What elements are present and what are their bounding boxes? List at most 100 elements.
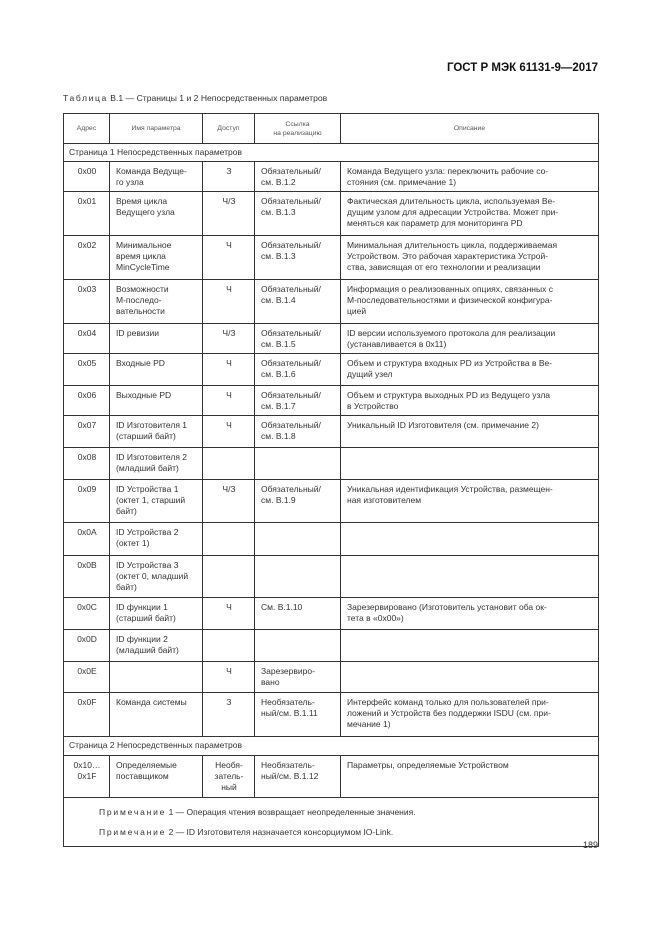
name-cell: ID ревизии: [109, 323, 203, 354]
address-cell: 0x04: [63, 323, 110, 354]
access-cell: Ч/З: [202, 479, 255, 523]
description-cell: [340, 522, 599, 556]
name-cell: Определяемые поставщиком: [109, 755, 203, 798]
reference-cell: Обязательный/ см. В.1.4: [254, 279, 341, 324]
section-row: Страница 1 Непосредственных параметров: [63, 143, 599, 162]
name-cell: Возможности M-последо- вательности: [109, 279, 203, 324]
table-row: 0x0E Ч Зарезервиро- вано: [63, 661, 599, 693]
description-cell: [340, 629, 599, 662]
column-header: Описание: [340, 113, 599, 144]
reference-cell: См. В.1.10: [254, 597, 341, 630]
reference-cell: Обязательный/ см. В.1.5: [254, 323, 341, 354]
address-cell: 0x0C: [63, 597, 110, 630]
description-cell: Уникальный ID Изготовителя (см. примечан…: [340, 415, 599, 448]
table-row: 0x04 ID ревизии Ч/З Обязательный/ см. В.1.5…: [63, 323, 599, 354]
reference-cell: Зарезервиро- вано: [254, 661, 341, 693]
address-cell: 0x01: [63, 191, 110, 236]
access-cell: Ч/З: [202, 323, 255, 354]
description-cell: Информация о реализованных опциях, связа…: [340, 279, 599, 324]
document-header: ГОСТ Р МЭК 61131-9—2017: [446, 62, 598, 74]
table-row: 0x01 Время цикла Ведущего узла Ч/З Обязател…: [63, 191, 599, 236]
table-row: 0x05 Входные PD Ч Обязательный/ см. В.1.6 Об…: [63, 353, 599, 386]
table-row: 0x00 Команда Ведуще- го узла З Обязательный…: [63, 161, 599, 192]
name-cell: Входные PD: [109, 353, 203, 386]
note-label: Примечание: [99, 827, 167, 837]
address-cell: 0x08: [63, 447, 110, 480]
name-cell: Выходные PD: [109, 385, 203, 416]
name-cell: ID Устройства 3 (октет 0, младший байт): [109, 555, 203, 598]
reference-cell: Необязатель- ный/см. В.1.12: [254, 755, 341, 798]
description-cell: Объем и структура выходных PD из Ведущег…: [340, 385, 599, 416]
name-cell: [109, 661, 203, 693]
name-cell: ID Изготовителя 1 (старший байт): [109, 415, 203, 448]
access-cell: Ч: [202, 597, 255, 630]
access-cell: З: [202, 692, 255, 737]
description-cell: Уникальная идентификация Устройства, раз…: [340, 479, 599, 523]
caption-text: В.1 — Страницы 1 и 2 Непосредственных па…: [110, 93, 328, 103]
section-row: Страница 2 Непосредственных параметров: [63, 736, 599, 756]
table-row: 0x03 Возможности M-последо- вательности Ч О…: [63, 279, 599, 324]
reference-cell: [254, 629, 341, 662]
reference-cell: [254, 447, 341, 480]
address-cell: 0x0E: [63, 661, 110, 693]
access-cell: [202, 555, 255, 598]
name-cell: ID функции 2 (младший байт): [109, 629, 203, 662]
address-cell: 0x05: [63, 353, 110, 386]
description-cell: Команда Ведущего узла: переключить рабоч…: [340, 161, 599, 192]
name-cell: Команда системы: [109, 692, 203, 737]
section-title: Страница 2 Непосредственных параметров: [63, 736, 599, 756]
table-row: 0x08 ID Изготовителя 2 (младший байт): [63, 447, 599, 480]
description-cell: Фактическая длительность цикла, использу…: [340, 191, 599, 236]
description-cell: [340, 555, 599, 598]
note-text: 1 — Операция чтения возвращает неопредел…: [166, 807, 416, 817]
table-row: 0x10… 0x1F Определяемые поставщиком Необя-…: [63, 755, 599, 798]
name-cell: ID Устройства 2 (октет 1): [109, 522, 203, 556]
note: Примечание 1 — Операция чтения возвращае…: [99, 802, 593, 822]
address-cell: 0x06: [63, 385, 110, 416]
reference-cell: Обязательный/ см. В.1.7: [254, 385, 341, 416]
address-cell: 0x0D: [63, 629, 110, 662]
column-header: Адрес: [63, 113, 110, 144]
parameters-table: Адрес Имя параметра Доступ Ссылка на реа…: [63, 113, 599, 847]
reference-cell: Необязатель- ный/см. В.1.11: [254, 692, 341, 737]
notes-row: Примечание 1 — Операция чтения возвращае…: [63, 797, 599, 847]
access-cell: Ч: [202, 385, 255, 416]
reference-cell: Обязательный/ см. В.1.3: [254, 235, 341, 280]
description-cell: Интерфейс команд только для пользователе…: [340, 692, 599, 737]
caption-label: Таблица: [63, 93, 108, 103]
column-header: Ссылка на реализацию: [254, 113, 341, 144]
access-cell: Ч: [202, 235, 255, 280]
table-caption: Таблица В.1 — Страницы 1 и 2 Непосредств…: [63, 93, 327, 103]
access-cell: Ч: [202, 661, 255, 693]
table-row: 0x07 ID Изготовителя 1 (старший байт) Ч Обя…: [63, 415, 599, 448]
table-row: 0x0D ID функции 2 (младший байт): [63, 629, 599, 662]
description-cell: Параметры, определяемые Устройством: [340, 755, 599, 798]
description-cell: Зарезервировано (Изготовитель установит …: [340, 597, 599, 630]
name-cell: ID Изготовителя 2 (младший байт): [109, 447, 203, 480]
access-cell: Необя- затель- ный: [202, 755, 255, 798]
address-cell: 0x09: [63, 479, 110, 523]
description-cell: Минимальная длительность цикла, поддержи…: [340, 235, 599, 280]
address-cell: 0x0B: [63, 555, 110, 598]
note-label: Примечание: [99, 807, 167, 817]
name-cell: ID Устройства 1 (октет 1, старший байт): [109, 479, 203, 523]
access-cell: Ч: [202, 279, 255, 324]
address-cell: 0x00: [63, 161, 110, 192]
table-row: 0x0C ID функции 1 (старший байт) Ч См. В.1.…: [63, 597, 599, 630]
address-cell: 0x03: [63, 279, 110, 324]
access-cell: Ч/З: [202, 191, 255, 236]
description-cell: [340, 661, 599, 693]
description-cell: Объем и структура входных PD из Устройст…: [340, 353, 599, 386]
access-cell: [202, 629, 255, 662]
table-row: 0x02 Минимальное время цикла MinCycleTime…: [63, 235, 599, 280]
table-row: 0x09 ID Устройства 1 (октет 1, старший ба…: [63, 479, 599, 523]
address-cell: 0x10… 0x1F: [63, 755, 110, 798]
name-cell: Минимальное время цикла MinCycleTime: [109, 235, 203, 280]
column-header: Доступ: [202, 113, 255, 144]
name-cell: Время цикла Ведущего узла: [109, 191, 203, 236]
access-cell: Ч: [202, 415, 255, 448]
reference-cell: Обязательный/ см. В.1.3: [254, 191, 341, 236]
table-row: 0x0F Команда системы З Необязатель- ный/см.…: [63, 692, 599, 737]
section-title: Страница 1 Непосредственных параметров: [63, 143, 599, 162]
reference-cell: Обязательный/ см. В.1.6: [254, 353, 341, 386]
